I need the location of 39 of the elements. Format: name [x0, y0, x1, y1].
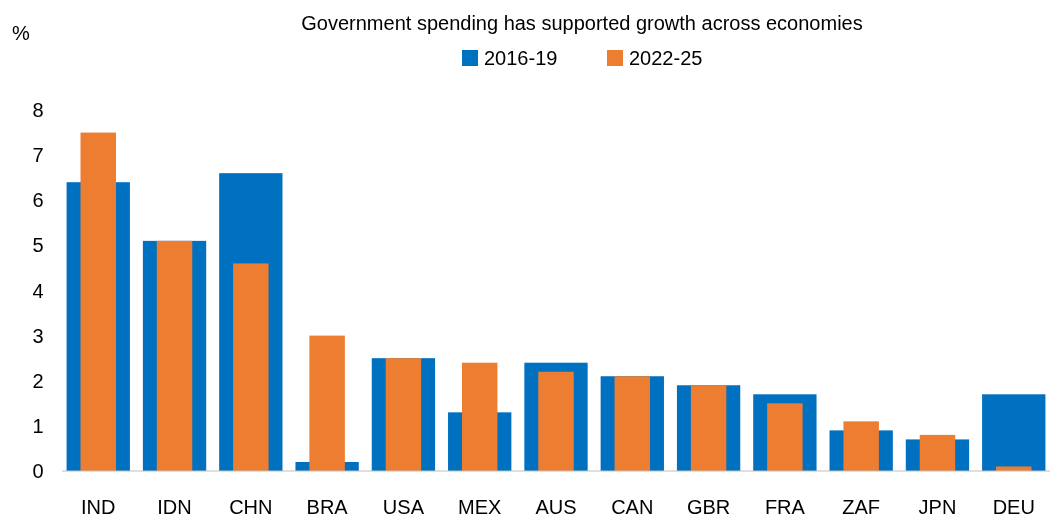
- y-tick-label: 7: [32, 144, 44, 167]
- bar: [461, 362, 498, 471]
- bar: [919, 434, 956, 471]
- legend-label: 2022-25: [629, 47, 703, 69]
- legend-label: 2016-19: [484, 47, 558, 69]
- x-tick-label: IDN: [157, 496, 192, 518]
- y-axis-title: %: [12, 22, 30, 44]
- bar: [538, 371, 574, 471]
- bar: [767, 403, 803, 471]
- bar: [982, 394, 1046, 471]
- bar: [156, 240, 193, 471]
- y-tick-label: 5: [32, 234, 44, 257]
- x-tick-label: CHN: [229, 496, 273, 518]
- bar: [80, 132, 116, 471]
- bar: [843, 421, 879, 471]
- x-tick-label: MEX: [458, 496, 502, 518]
- chart-subtitle: Government spending has supported growth across economies: [301, 12, 863, 34]
- x-tick-label: ZAF: [842, 496, 881, 518]
- bar: [233, 263, 269, 471]
- y-tick-label: 3: [32, 324, 44, 347]
- y-tick-label: 0: [32, 460, 44, 482]
- x-tick-label: USA: [382, 496, 425, 518]
- x-tick-label: DEU: [992, 496, 1035, 518]
- x-tick-label: BRA: [306, 496, 349, 518]
- bar: [385, 358, 422, 471]
- bar: [690, 385, 727, 471]
- y-tick-label: 4: [32, 279, 44, 302]
- y-tick-label: 2: [32, 369, 44, 392]
- y-tick-label: 8: [32, 99, 44, 121]
- x-tick-label: IND: [81, 496, 116, 518]
- y-tick-label: 1: [32, 414, 44, 437]
- x-tick-label: GBR: [686, 496, 731, 518]
- x-tick-label: FRA: [764, 496, 806, 518]
- bar: [614, 376, 651, 471]
- y-tick-label: 6: [32, 189, 44, 212]
- x-tick-label: JPN: [918, 496, 957, 518]
- x-tick-label: AUS: [535, 496, 577, 518]
- bar: [309, 335, 345, 471]
- x-tick-label: CAN: [611, 496, 654, 518]
